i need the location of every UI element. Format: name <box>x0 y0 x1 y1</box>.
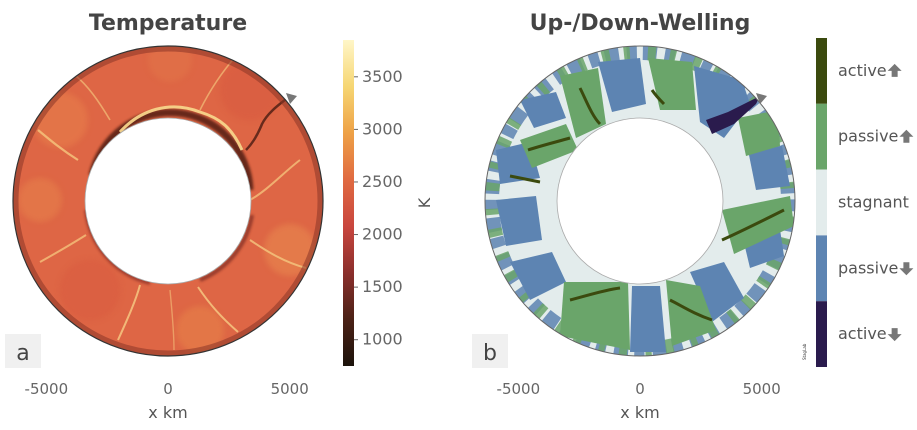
welling-outer-boundary <box>484 45 796 357</box>
welling-category-swatch <box>816 301 827 367</box>
welling-annulus <box>484 45 796 357</box>
welling-category-label: stagnant <box>838 193 909 212</box>
panel-a-label: a <box>16 341 29 366</box>
temperature-colorbar-tick-label: 1500 <box>362 277 403 296</box>
welling-category-colorbar: active passive stagnant passive active <box>816 38 914 367</box>
temperature-colorbar-tick-label: 3500 <box>362 67 403 86</box>
temperature-colorbar: 1000 1500 2000 2500 3000 3500 K <box>343 40 434 366</box>
arrow-down-icon <box>887 328 902 342</box>
arrow-down-icon <box>899 262 914 276</box>
welling-category-label: active <box>838 324 887 343</box>
welling-x-tick-label: -5000 <box>497 380 541 398</box>
welling-x-tick-label: 0 <box>635 380 645 398</box>
welling-category-swatch <box>816 38 827 104</box>
arrow-up-icon <box>899 129 914 143</box>
welling-panel: Up-/Down-Welling <box>472 11 914 422</box>
arrow-up-icon <box>887 63 902 77</box>
welling-category-swatch <box>816 235 827 302</box>
temperature-title: Temperature <box>89 11 247 36</box>
temperature-x-axis-label: x km <box>148 403 187 422</box>
welling-x-axis-label: x km <box>620 403 659 422</box>
temperature-x-tick-label: -5000 <box>25 380 69 398</box>
panel-a-label-box <box>5 334 41 368</box>
temperature-core <box>84 117 252 285</box>
temperature-x-tick-label: 5000 <box>271 380 309 398</box>
temperature-colorbar-label: K <box>415 197 434 208</box>
temperature-outer-boundary <box>12 45 324 357</box>
welling-title: Up-/Down-Welling <box>530 11 751 36</box>
temperature-colorbar-ticks: 1000 1500 2000 2500 3000 3500 <box>354 67 403 349</box>
welling-regions <box>485 46 795 356</box>
temperature-colorbar-tick-label: 3000 <box>362 119 403 138</box>
temperature-panel: Temperature <box>5 11 434 422</box>
welling-x-ticks: -5000 0 5000 <box>497 380 781 398</box>
temperature-x-tick-label: 0 <box>163 380 173 398</box>
temperature-marker-arrow-icon <box>286 93 297 104</box>
temperature-x-ticks: -5000 0 5000 <box>25 380 309 398</box>
welling-category-swatch <box>816 103 827 170</box>
temperature-colorbar-gradient <box>343 40 354 366</box>
temperature-colorbar-tick-label: 2000 <box>362 225 403 244</box>
temperature-colorbar-tick-label: 1000 <box>362 330 403 349</box>
welling-category-label: passive <box>838 127 898 146</box>
temperature-structures <box>13 46 323 356</box>
temperature-colorbar-tick-label: 2500 <box>362 172 403 191</box>
welling-marker-arrow-icon <box>756 93 767 104</box>
panel-b-label: b <box>483 341 497 366</box>
welling-category-label: active <box>838 61 887 80</box>
temperature-annulus <box>12 45 324 357</box>
welling-category-label: passive <box>838 258 898 277</box>
welling-colorbar-side-text: StagLab <box>802 343 807 360</box>
welling-core <box>556 117 724 285</box>
welling-category-swatch <box>816 169 827 236</box>
panel-b-label-box <box>472 334 508 368</box>
welling-x-tick-label: 5000 <box>743 380 781 398</box>
